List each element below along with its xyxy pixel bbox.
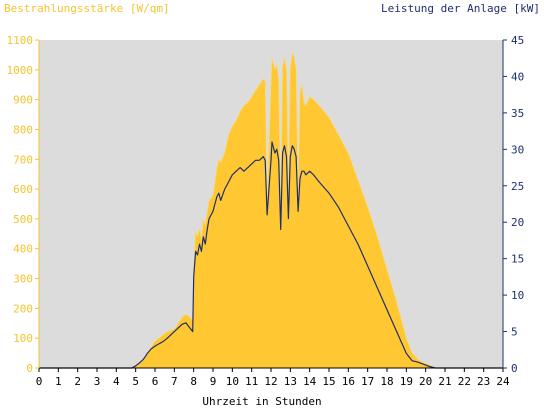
right-tick-label: 20 (511, 216, 524, 229)
x-tick-label: 13 (284, 375, 297, 388)
x-tick-label: 16 (342, 375, 355, 388)
power-line (39, 141, 503, 369)
left-tick-label: 500 (13, 213, 33, 226)
left-tick-label: 300 (13, 273, 33, 286)
x-tick-label: 0 (36, 375, 43, 388)
left-tick-label: 900 (13, 94, 33, 107)
right-tick-label: 5 (511, 326, 518, 339)
left-tick-label: 100 (13, 332, 33, 345)
x-tick-label: 14 (303, 375, 317, 388)
right-tick-label: 15 (511, 253, 524, 266)
left-tick-label: 400 (13, 243, 33, 256)
x-tick-label: 1 (55, 375, 62, 388)
x-tick-label: 7 (171, 375, 178, 388)
left-tick-label: 800 (13, 123, 33, 136)
x-tick-label: 21 (438, 375, 451, 388)
x-tick-label: 17 (361, 375, 374, 388)
x-tick-label: 2 (74, 375, 81, 388)
x-tick-label: 3 (94, 375, 101, 388)
x-tick-label: 5 (132, 375, 139, 388)
x-tick-label: 8 (190, 375, 197, 388)
x-tick-label: 22 (458, 375, 471, 388)
x-tick-label: 11 (245, 375, 258, 388)
right-tick-label: 10 (511, 289, 524, 302)
x-tick-label: 12 (264, 375, 277, 388)
x-tick-label: 23 (477, 375, 490, 388)
x-tick-label: 6 (152, 375, 159, 388)
right-tick-label: 30 (511, 143, 524, 156)
x-tick-label: 20 (419, 375, 432, 388)
left-tick-label: 0 (26, 362, 33, 375)
left-tick-label: 1000 (7, 64, 34, 77)
left-axis-title: Bestrahlungsstärke [W/qm] (4, 2, 170, 15)
x-tick-label: 15 (322, 375, 335, 388)
x-tick-label: 4 (113, 375, 120, 388)
irradiance-area (39, 51, 503, 369)
x-tick-label: 9 (210, 375, 217, 388)
left-tick-label: 200 (13, 302, 33, 315)
left-tick-label: 700 (13, 153, 33, 166)
right-axis-title: Leistung der Anlage [kW] (381, 2, 540, 15)
x-axis-title: Uhrzeit in Stunden (202, 395, 321, 408)
right-tick-label: 35 (511, 107, 524, 120)
right-tick-label: 45 (511, 34, 524, 47)
x-tick-label: 24 (496, 375, 510, 388)
right-tick-label: 40 (511, 70, 524, 83)
x-tick-label: 18 (380, 375, 393, 388)
series-layer (39, 51, 503, 369)
right-tick-label: 0 (511, 362, 518, 375)
x-tick-label: 10 (226, 375, 239, 388)
axes-layer: 0 1 2 3 4 5 6 7 8 9 10 11 12 13 14 15 16 17 18 19 20 21 22 23 24… (7, 34, 525, 388)
right-tick-label: 25 (511, 180, 524, 193)
left-tick-label: 600 (13, 183, 33, 196)
x-tick-label: 19 (400, 375, 413, 388)
left-tick-label: 1100 (7, 34, 34, 47)
